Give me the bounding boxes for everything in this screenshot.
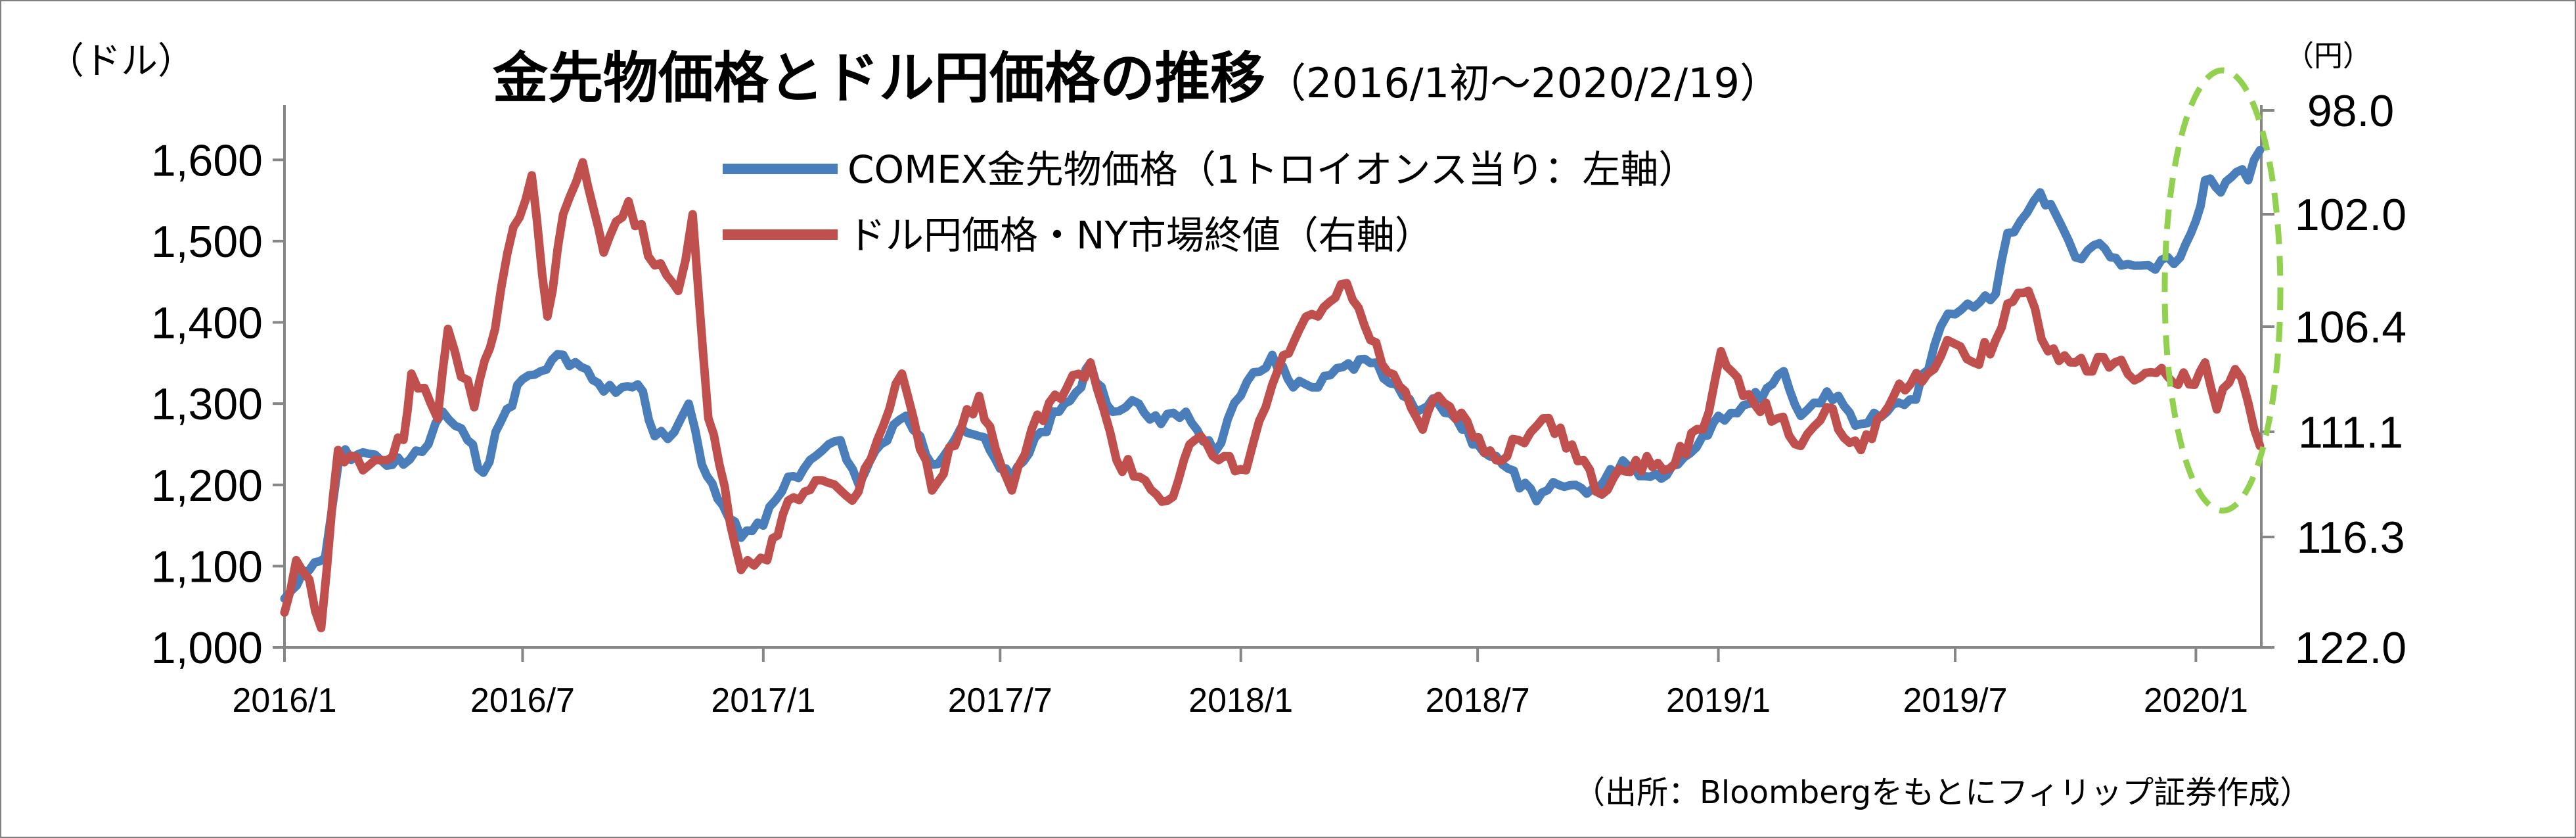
left-tick-label: 1,500 bbox=[151, 217, 263, 267]
x-tick-label: 2016/1 bbox=[232, 682, 336, 720]
x-tick-label: 2017/1 bbox=[711, 682, 815, 720]
right-tick-label: 111.1 bbox=[2298, 407, 2403, 457]
right-tick-label: 116.3 bbox=[2296, 513, 2405, 563]
highlight-ellipse bbox=[2161, 67, 2284, 514]
source-note: （出所：Bloombergをもとにフィリップ証券作成） bbox=[1573, 774, 2311, 811]
chart-title: 金先物価格とドル円価格の推移（2016/1初～2020/2/19） bbox=[493, 46, 1780, 110]
x-axis-ticks: 2016/1 2016/7 2017/1 2017/7 2018/1 2018/7 2019… bbox=[232, 647, 2248, 720]
right-axis-unit: （円） bbox=[2285, 39, 2372, 73]
right-tick-label: 102.0 bbox=[2295, 190, 2407, 240]
x-tick-label: 2018/7 bbox=[1426, 682, 1530, 720]
left-tick-label: 1,400 bbox=[151, 298, 263, 348]
legend: COMEX金先物価格（1トロイオンス当り：左軸） ドル円価格・NY市場終値（右軸… bbox=[723, 147, 1696, 258]
series-line-left bbox=[280, 145, 2265, 603]
left-tick-label: 1,300 bbox=[151, 379, 263, 429]
legend-label-gold: COMEX金先物価格（1トロイオンス当り：左軸） bbox=[847, 147, 1696, 192]
chart-subtitle: （2016/1初～2020/2/19） bbox=[1265, 59, 1780, 107]
chart-title-main: 金先物価格とドル円価格の推移 bbox=[493, 46, 1265, 110]
left-tick-label: 1,600 bbox=[151, 135, 263, 185]
left-tick-label: 1,000 bbox=[151, 623, 263, 673]
x-tick-label: 2018/1 bbox=[1188, 682, 1293, 720]
left-axis-unit: （ドル） bbox=[47, 40, 194, 83]
left-tick-label: 1,200 bbox=[151, 461, 263, 511]
x-tick-label: 2019/1 bbox=[1666, 682, 1771, 720]
x-tick-label: 2020/1 bbox=[2144, 682, 2248, 720]
series-line-right bbox=[280, 158, 2265, 632]
series-layer bbox=[280, 145, 2265, 632]
right-tick-label: 106.4 bbox=[2295, 302, 2407, 352]
plot-axes bbox=[283, 105, 2263, 649]
x-tick-label: 2017/7 bbox=[948, 682, 1052, 720]
right-tick-label: 122.0 bbox=[2295, 623, 2407, 673]
right-tick-label: 98.0 bbox=[2307, 86, 2394, 136]
x-tick-label: 2016/7 bbox=[470, 682, 575, 720]
x-tick-label: 2019/7 bbox=[1903, 682, 2007, 720]
right-axis-ticks: 122.0 116.3 111.1 106.4 102.0 98.0 bbox=[2261, 86, 2407, 673]
left-tick-label: 1,100 bbox=[151, 542, 263, 592]
left-axis-ticks: 1,000 1,100 1,200 1,300 1,400 1,500 1,600 bbox=[151, 135, 284, 673]
legend-label-usdjpy: ドル円価格・NY市場終値（右軸） bbox=[847, 213, 1433, 258]
